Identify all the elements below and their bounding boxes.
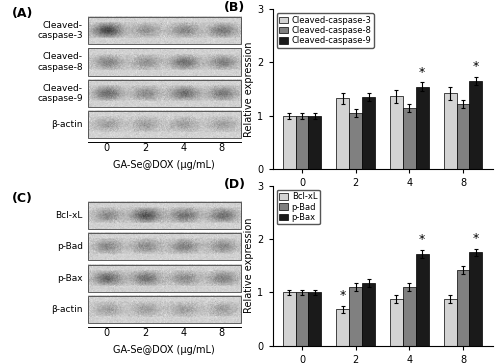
Bar [88,296,240,323]
Text: *: * [472,60,479,73]
Bar [349,287,362,346]
Text: (A): (A) [12,7,34,20]
Bar [403,108,416,169]
Bar [296,116,308,169]
Bar [390,96,403,169]
Text: Cleaved-
caspase-3: Cleaved- caspase-3 [38,21,83,40]
Text: (D): (D) [224,178,246,191]
Legend: Bcl-xL, p-Bad, p-Bax: Bcl-xL, p-Bad, p-Bax [276,190,320,224]
Text: 0: 0 [104,328,110,338]
X-axis label: GA-Se@DOX (μg/mL): GA-Se@DOX (μg/mL) [332,205,434,215]
Bar [444,94,456,169]
Text: GA-Se@DOX (μg/mL): GA-Se@DOX (μg/mL) [114,160,215,170]
Text: β-actin: β-actin [52,120,83,129]
Bar [362,283,375,346]
Text: GA-Se@DOX (μg/mL): GA-Se@DOX (μg/mL) [114,345,215,355]
Bar [88,48,240,75]
Bar [456,270,469,346]
Text: Bcl-xL: Bcl-xL [56,211,83,220]
Bar [282,292,296,346]
Legend: Cleaved-caspase-3, Cleaved-caspase-8, Cleaved-caspase-9: Cleaved-caspase-3, Cleaved-caspase-8, Cl… [276,13,374,48]
Text: *: * [472,232,479,245]
Bar [88,233,240,261]
Bar [416,87,428,169]
Bar [349,113,362,169]
Text: 4: 4 [180,328,186,338]
Bar [308,116,322,169]
Bar [336,309,349,346]
Text: (B): (B) [224,1,246,14]
Text: p-Bad: p-Bad [57,242,83,252]
Bar [390,299,403,346]
Text: 0: 0 [104,143,110,153]
Bar [88,202,240,229]
Bar [336,98,349,169]
Text: p-Bax: p-Bax [58,274,83,283]
Y-axis label: Relative expression: Relative expression [244,218,254,313]
Text: Cleaved-
caspase-9: Cleaved- caspase-9 [38,84,83,103]
Bar [470,252,482,346]
Bar [403,287,416,346]
Bar [362,97,375,169]
Bar [308,292,322,346]
Bar [88,17,240,44]
Text: β-actin: β-actin [52,305,83,314]
Bar [282,116,296,169]
Y-axis label: Relative expression: Relative expression [244,41,254,137]
Text: 4: 4 [180,143,186,153]
Bar [88,80,240,107]
Text: 2: 2 [142,328,148,338]
Text: *: * [340,289,346,302]
Text: Cleaved-
caspase-8: Cleaved- caspase-8 [38,52,83,72]
Bar [88,265,240,292]
Bar [470,81,482,169]
Bar [88,111,240,138]
Text: 2: 2 [142,143,148,153]
Bar [444,299,456,346]
Text: 8: 8 [218,328,224,338]
Bar [296,292,308,346]
Text: *: * [419,66,426,79]
Text: 8: 8 [218,143,224,153]
Text: *: * [419,233,426,246]
Bar [456,104,469,169]
Text: (C): (C) [12,192,33,205]
Bar [416,254,428,346]
